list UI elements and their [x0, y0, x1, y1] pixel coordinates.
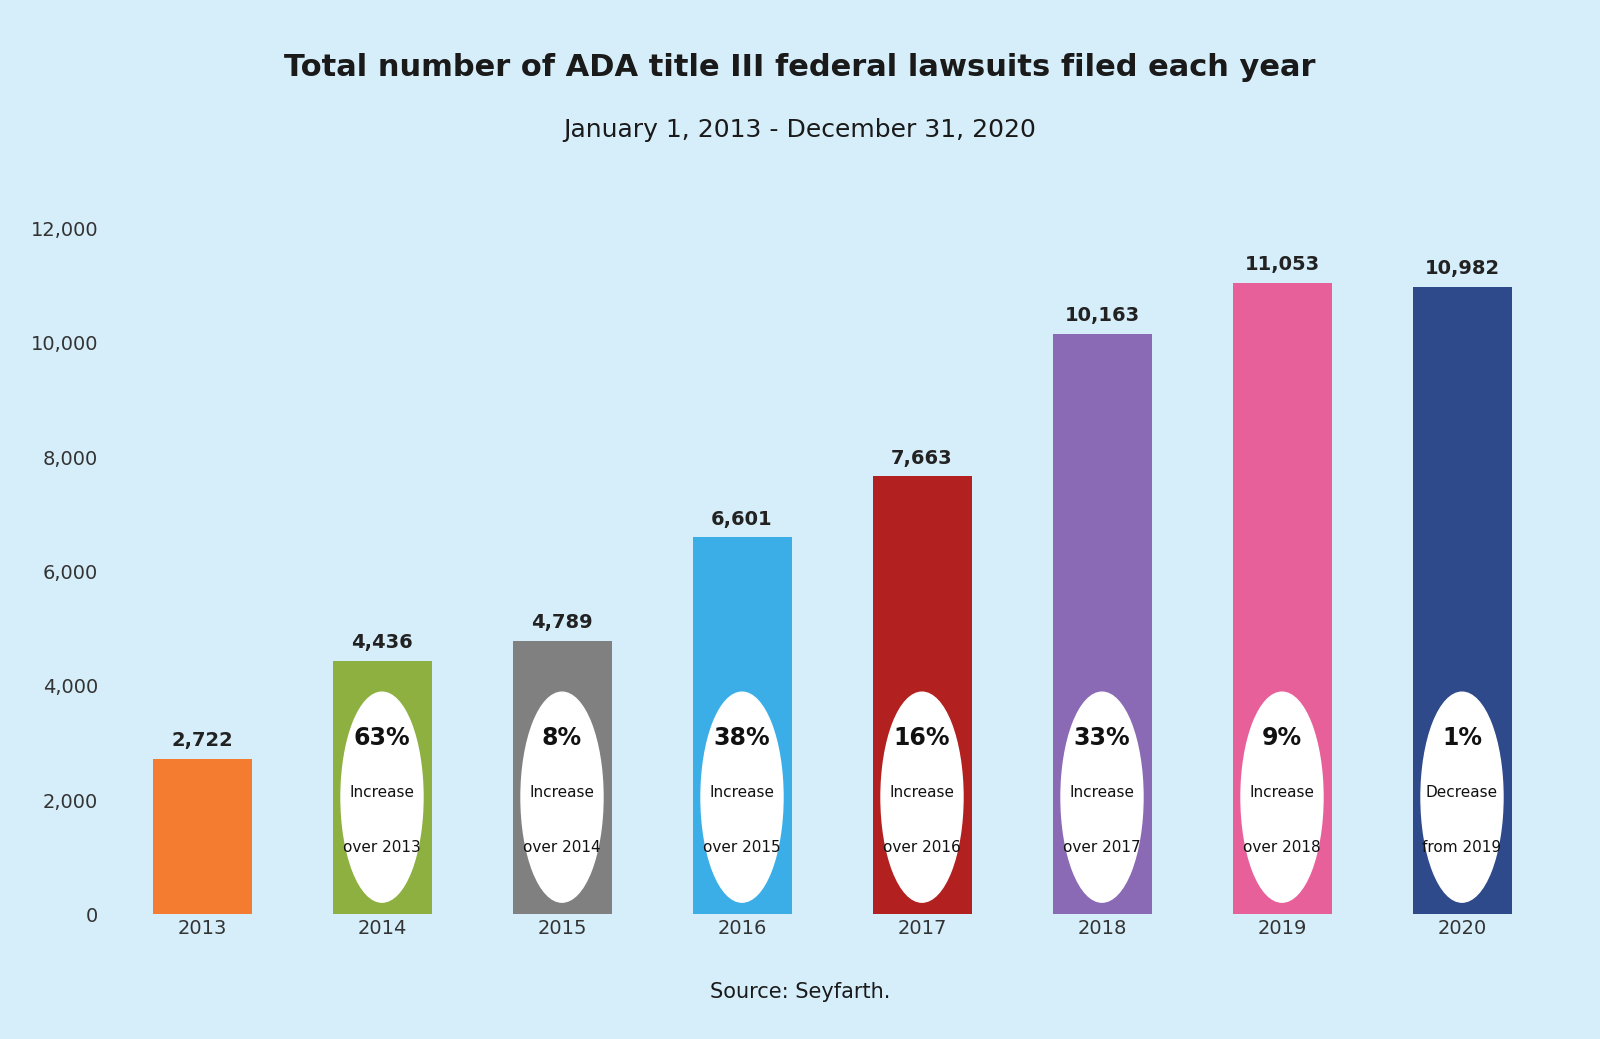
Text: over 2015: over 2015	[702, 841, 781, 855]
Text: over 2014: over 2014	[523, 841, 602, 855]
Ellipse shape	[522, 692, 603, 902]
Text: over 2013: over 2013	[342, 841, 421, 855]
Text: 10,982: 10,982	[1424, 259, 1499, 278]
Ellipse shape	[1061, 692, 1142, 902]
Bar	[872, 477, 971, 914]
Ellipse shape	[701, 692, 782, 902]
Text: Increase: Increase	[530, 785, 595, 800]
Text: 2,722: 2,722	[171, 731, 234, 750]
Bar	[512, 641, 611, 914]
Text: 10,163: 10,163	[1064, 305, 1139, 325]
Bar	[1053, 334, 1152, 914]
Text: 38%: 38%	[714, 726, 770, 750]
Text: Decrease: Decrease	[1426, 785, 1498, 800]
Bar	[152, 758, 251, 914]
Text: Increase: Increase	[890, 785, 955, 800]
Text: 11,053: 11,053	[1245, 256, 1320, 274]
Text: 16%: 16%	[894, 726, 950, 750]
Text: 4,789: 4,789	[531, 613, 594, 632]
Text: 7,663: 7,663	[891, 449, 954, 468]
Bar	[693, 537, 792, 914]
Text: Increase: Increase	[1069, 785, 1134, 800]
Text: Source: Seyfarth.: Source: Seyfarth.	[710, 982, 890, 1003]
Bar	[1413, 287, 1512, 914]
Text: 1%: 1%	[1442, 726, 1482, 750]
Text: from 2019: from 2019	[1422, 841, 1501, 855]
Ellipse shape	[1421, 692, 1502, 902]
Text: 4,436: 4,436	[350, 633, 413, 652]
Ellipse shape	[882, 692, 963, 902]
Text: Increase: Increase	[709, 785, 774, 800]
Text: 63%: 63%	[354, 726, 410, 750]
Text: Total number of ADA title III federal lawsuits filed each year: Total number of ADA title III federal la…	[285, 53, 1315, 82]
Text: over 2018: over 2018	[1243, 841, 1322, 855]
Text: Increase: Increase	[1250, 785, 1315, 800]
Ellipse shape	[1242, 692, 1323, 902]
Ellipse shape	[341, 692, 422, 902]
Text: 8%: 8%	[542, 726, 582, 750]
Bar	[333, 661, 432, 914]
Bar	[1232, 283, 1331, 914]
Text: January 1, 2013 - December 31, 2020: January 1, 2013 - December 31, 2020	[563, 117, 1037, 142]
Text: 9%: 9%	[1262, 726, 1302, 750]
Text: Increase: Increase	[349, 785, 414, 800]
Text: 6,601: 6,601	[710, 509, 773, 529]
Text: over 2016: over 2016	[883, 841, 962, 855]
Text: 33%: 33%	[1074, 726, 1130, 750]
Text: over 2017: over 2017	[1062, 841, 1141, 855]
